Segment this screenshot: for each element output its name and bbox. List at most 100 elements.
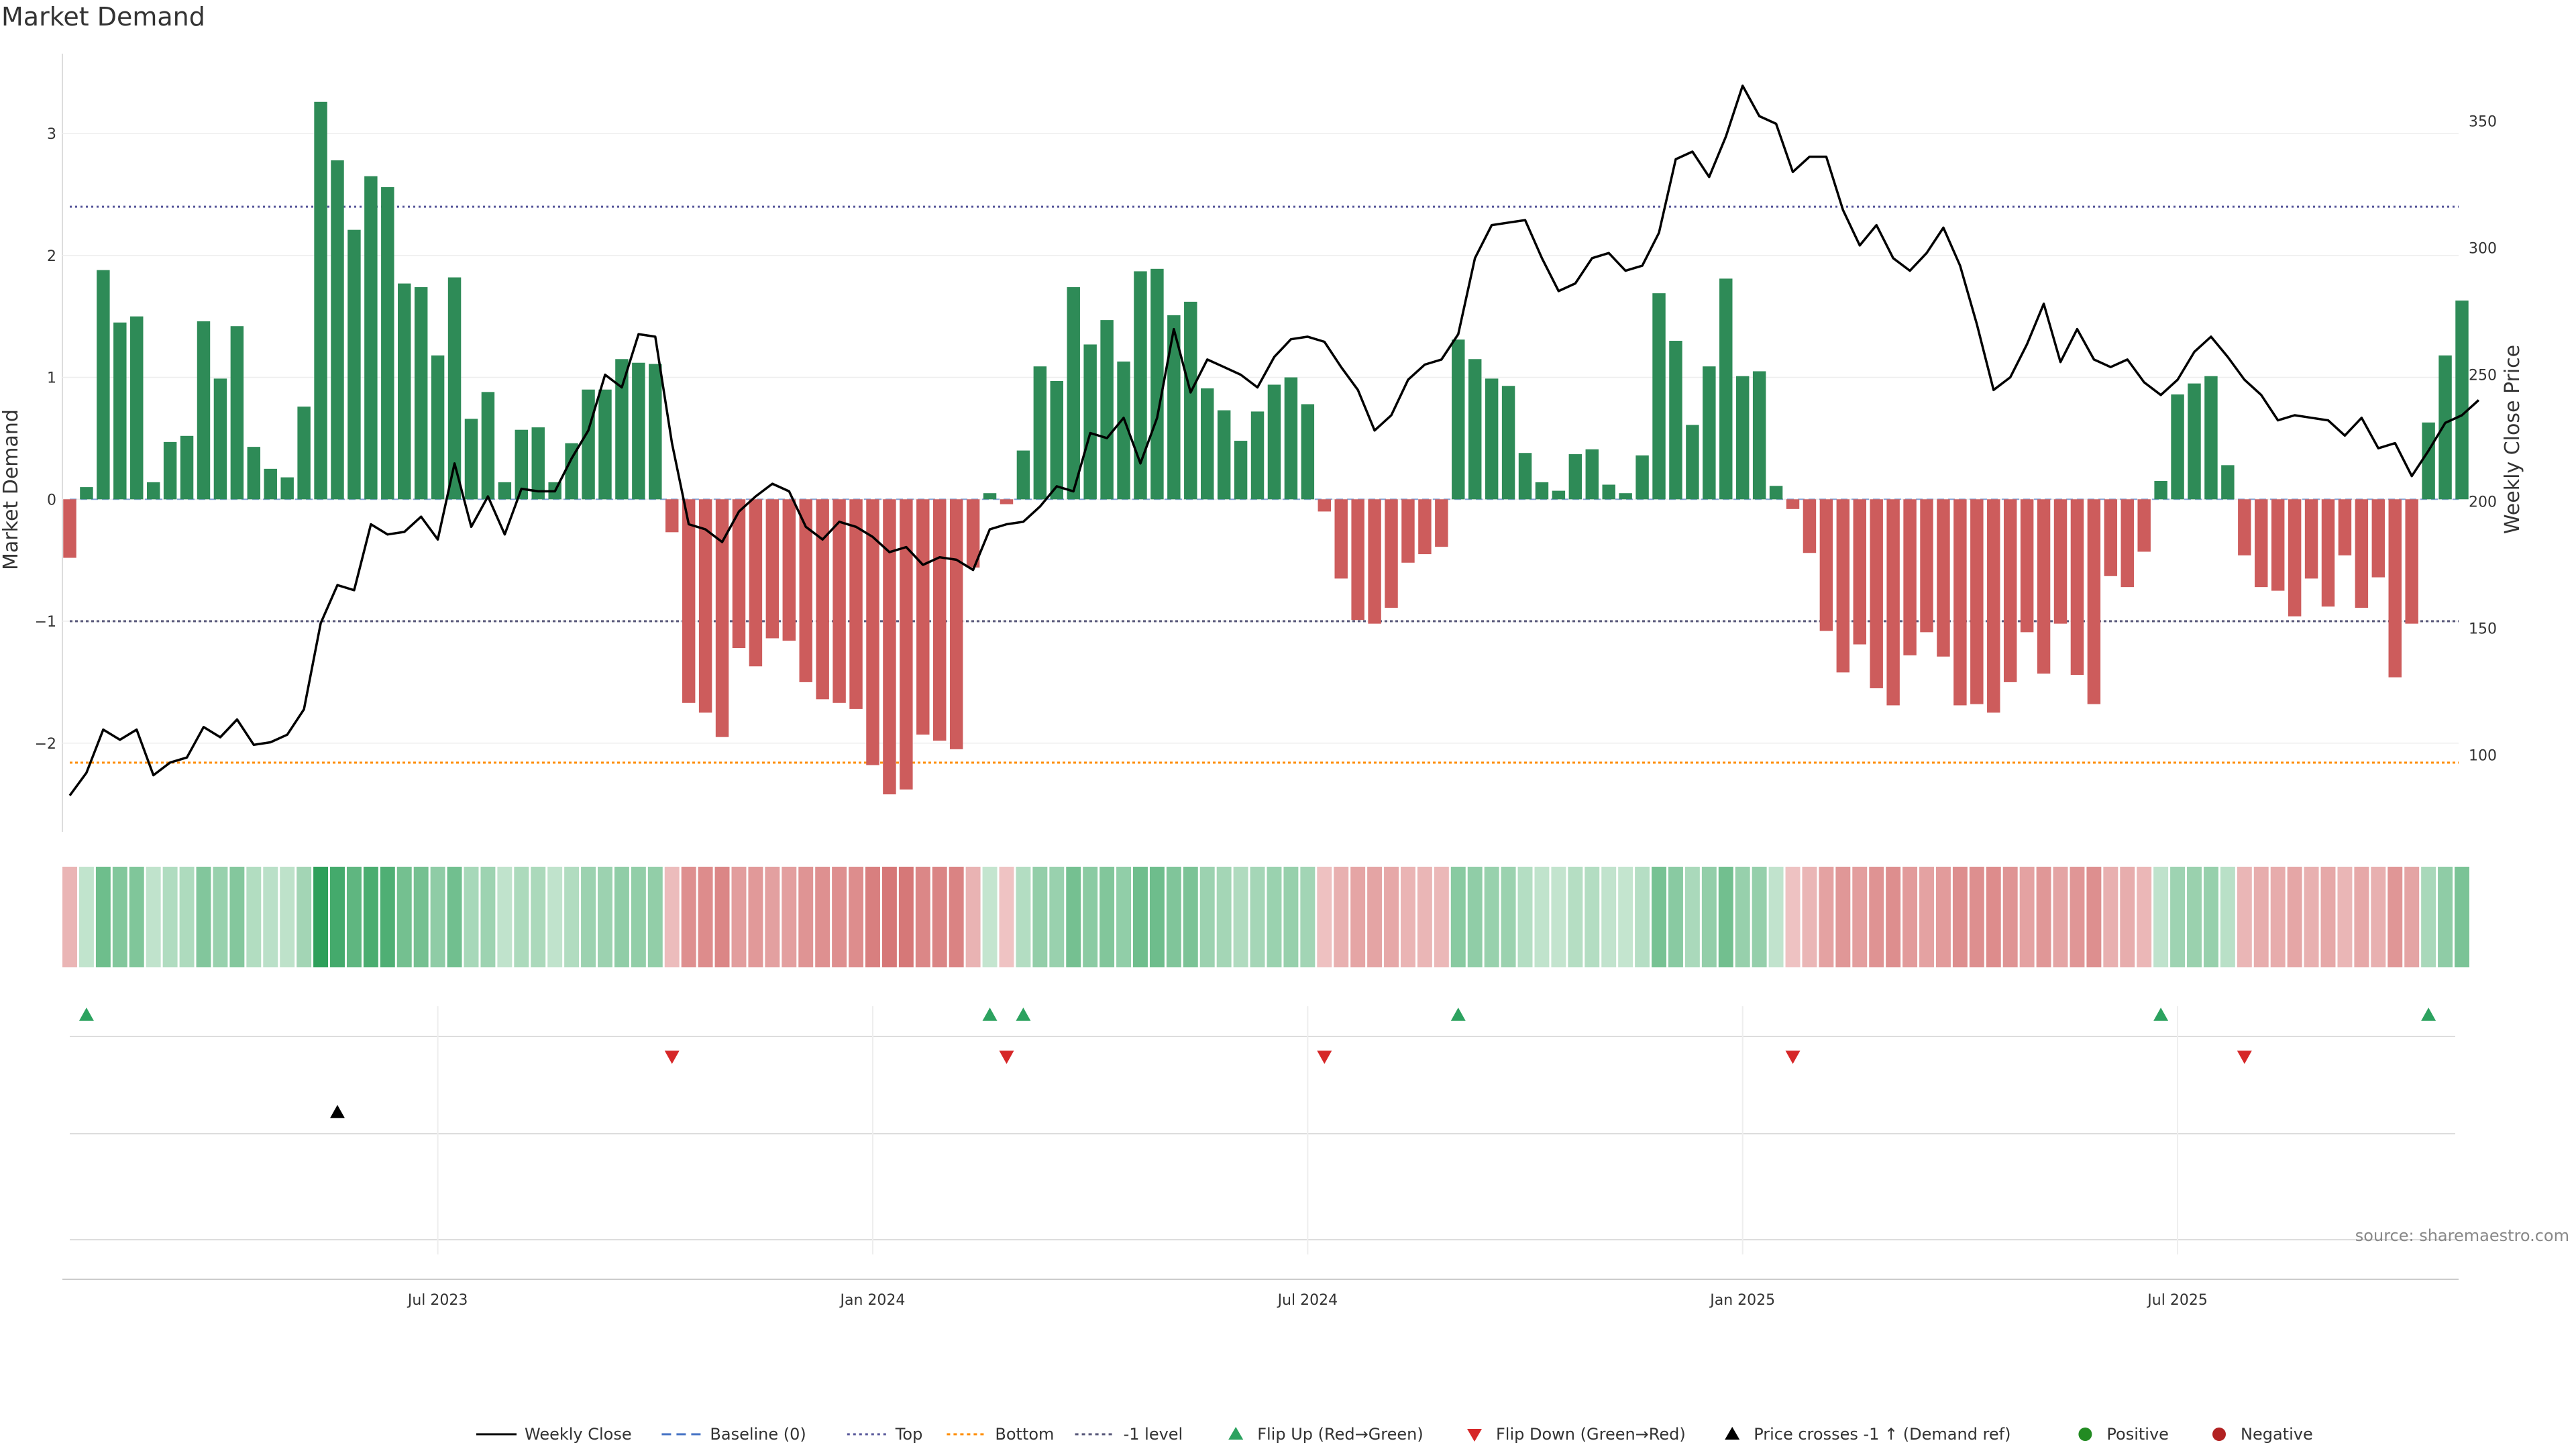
demand-bar-negative [715, 499, 729, 737]
y-axis-right: 100 150 200 250 300 350 [2469, 114, 2497, 765]
heat-cell [2120, 867, 2135, 967]
heat-cell [363, 867, 378, 967]
heat-cell [1350, 867, 1366, 967]
demand-bar-positive [1016, 450, 1030, 500]
heat-cell [1752, 867, 1767, 967]
heat-cell [1334, 867, 1349, 967]
demand-bar-negative [1903, 499, 1917, 655]
demand-bar-negative [933, 499, 947, 741]
demand-bar-positive [197, 321, 211, 500]
demand-bar-positive [314, 101, 327, 500]
demand-bar-negative [1970, 499, 1984, 704]
demand-bar-positive [2438, 355, 2452, 500]
heat-cell [1684, 867, 1700, 967]
heat-cell [514, 867, 529, 967]
demand-bar-positive [1501, 386, 1515, 500]
heat-cell [1534, 867, 1550, 967]
heat-cell [664, 867, 680, 967]
heat-cell [1300, 867, 1316, 967]
demand-bar-negative [1318, 499, 1332, 512]
demand-bar-positive [1735, 376, 1750, 500]
heat-cell [2187, 867, 2202, 967]
heat-cell [1902, 867, 1918, 967]
heat-cell [2455, 867, 2469, 967]
heat-cell [1835, 867, 1851, 967]
demand-bar-negative [2003, 499, 2017, 682]
heat-cell [564, 867, 580, 967]
heat-cell [647, 867, 663, 967]
y2-tick-label: 150 [2469, 621, 2497, 637]
heat-cell [1400, 867, 1415, 967]
demand-bar-negative [2388, 499, 2402, 678]
heat-cell [1601, 867, 1617, 967]
legend-swatch-triangle-down [1467, 1429, 1482, 1442]
heat-cell [2103, 867, 2118, 967]
demand-bar-positive [1468, 359, 1482, 500]
demand-bar-positive [615, 359, 629, 500]
heat-cell [95, 867, 111, 967]
heat-cell [1935, 867, 1951, 967]
heat-cell [396, 867, 412, 967]
demand-bar-positive [2422, 422, 2435, 500]
demand-bar-positive [1134, 271, 1147, 500]
heat-cell [598, 867, 612, 967]
demand-bar-positive [1619, 493, 1632, 500]
demand-bar-negative [1385, 499, 1398, 608]
heat-cell [949, 867, 964, 967]
heat-cell [1450, 867, 1466, 967]
demand-bar-positive [1602, 484, 1615, 500]
y2-tick-label: 350 [2469, 114, 2497, 131]
demand-bar-positive [398, 283, 411, 500]
heat-cell [2253, 867, 2269, 967]
demand-bar-positive [97, 270, 110, 500]
heat-cell [2170, 867, 2186, 967]
demand-bar-negative [2121, 499, 2134, 588]
y-tick-label: 2 [47, 248, 56, 265]
legend-label: Flip Up (Red→Green) [1257, 1425, 1424, 1444]
demand-bar-positive [280, 477, 294, 500]
heat-cell [581, 867, 596, 967]
demand-bar-positive [264, 468, 277, 500]
heat-cell [2287, 867, 2302, 967]
y-axis-left-title: Market Demand [0, 409, 23, 570]
demand-bar-positive [1752, 371, 1766, 500]
heat-cell [1919, 867, 1934, 967]
heat-cell [1668, 867, 1683, 967]
weekly-close-line [68, 85, 2480, 796]
heat-cell [1467, 867, 1483, 967]
demand-bar-positive [1635, 455, 1649, 500]
y-tick-label: −1 [35, 614, 56, 631]
demand-bar-negative [849, 499, 863, 709]
heat-cell [1066, 867, 1081, 967]
heat-cell [464, 867, 479, 967]
demand-bar-positive [163, 441, 177, 500]
demand-bar-negative [1334, 499, 1348, 579]
heat-cell [1952, 867, 1968, 967]
heat-cell [297, 867, 312, 967]
demand-bars [63, 101, 2469, 795]
demand-bar-negative [2053, 499, 2068, 624]
heat-cell [865, 867, 880, 967]
demand-bar-positive [1067, 287, 1080, 500]
demand-bar-negative [1853, 499, 1866, 645]
demand-bar-negative [2104, 499, 2118, 576]
heat-cell [78, 867, 94, 967]
demand-bar-positive [1686, 425, 1699, 500]
demand-bar-positive [498, 482, 512, 500]
heat-cell [346, 867, 362, 967]
x-tick-label: Jan 2024 [839, 1292, 906, 1309]
demand-bar-negative [883, 499, 896, 795]
demand-bar-positive [113, 322, 127, 500]
legend-label: Bottom [995, 1425, 1054, 1444]
demand-bar-negative [1953, 499, 1967, 706]
legend-label: Weekly Close [525, 1425, 632, 1444]
demand-bar-positive [2455, 301, 2469, 500]
heat-cell [2203, 867, 2218, 967]
demand-bar-negative [1368, 499, 1381, 624]
heat-cell [1969, 867, 1984, 967]
heat-cell [2371, 867, 2386, 967]
heat-cell [2153, 867, 2169, 967]
flip-up-marker [2153, 1008, 2169, 1021]
heat-cell [881, 867, 897, 967]
demand-bar-positive [1535, 482, 1549, 500]
